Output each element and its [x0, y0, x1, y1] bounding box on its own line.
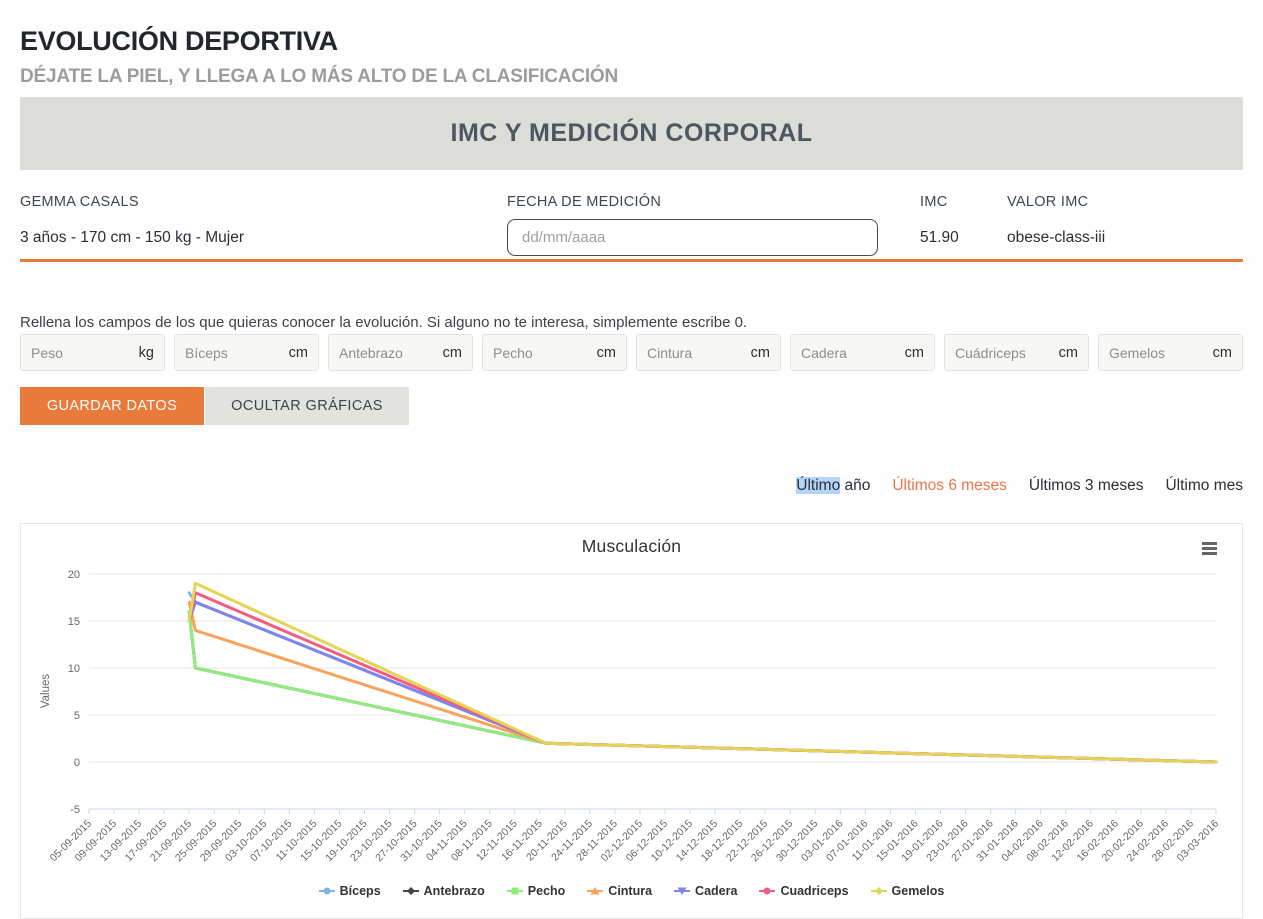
page-title: EVOLUCIÓN DEPORTIVA	[20, 26, 338, 57]
legend-label: Cadera	[695, 884, 738, 898]
square-marker-icon	[506, 887, 523, 895]
valor-imc-value: obese-class-iii	[1007, 229, 1106, 246]
legend-item-bíceps[interactable]: Bíceps	[318, 884, 381, 898]
y-axis-title: Values	[40, 674, 52, 709]
field-gemelos: cm	[1098, 334, 1243, 371]
field-unit-label: cm	[750, 344, 770, 361]
field-cuádriceps: cm	[944, 334, 1089, 371]
filter-ultimos-6-meses[interactable]: Últimos 6 meses	[892, 477, 1007, 494]
y-axis-tick-label: 10	[68, 663, 80, 675]
field-cintura: cm	[636, 334, 781, 371]
series-line-gemelos	[187, 581, 1218, 764]
valor-imc-label: VALOR IMC	[1007, 194, 1089, 210]
filter-ultimos-3-meses[interactable]: Últimos 3 meses	[1028, 477, 1144, 494]
instructions-text: Rellena los campos de los que quieras co…	[20, 314, 748, 331]
legend-label: Gemelos	[891, 884, 945, 898]
y-axis-tick-label: 5	[74, 710, 80, 722]
field-unit-label: cm	[288, 344, 308, 361]
field-pecho: cm	[482, 334, 627, 371]
legend-item-cadera[interactable]: Cadera	[674, 884, 737, 898]
field-antebrazo: cm	[328, 334, 473, 371]
diamond-marker-icon	[870, 887, 887, 895]
hamburger-icon[interactable]	[1202, 542, 1218, 557]
field-input-bíceps[interactable]	[185, 344, 285, 361]
chart-title: Musculación	[581, 536, 682, 556]
circle-marker-icon	[759, 887, 776, 895]
triangle-marker-icon	[587, 887, 604, 895]
time-range-filters: Último año Últimos 6 meses Últimos 3 meses…	[796, 477, 1243, 495]
legend-item-gemelos[interactable]: Gemelos	[870, 884, 945, 898]
measurement-date-input[interactable]	[507, 219, 878, 256]
series-line-pecho	[187, 610, 1218, 764]
user-summary: 3 años - 170 cm - 150 kg - Mujer	[20, 229, 244, 246]
filter-ultimo-ano[interactable]: Último año	[796, 477, 871, 494]
field-input-cuádriceps[interactable]	[955, 344, 1055, 361]
field-peso: kg	[20, 334, 165, 371]
chart-card: Musculación -5 0 5 10 15 20 Values 05-09-2015 09…	[20, 523, 1243, 919]
field-unit-label: cm	[442, 344, 462, 361]
measurement-date-label: FECHA DE MEDICIÓN	[507, 194, 662, 210]
legend-label: Cuadriceps	[780, 884, 849, 898]
series-line-cadera	[187, 600, 1218, 764]
legend-label: Pecho	[527, 884, 566, 898]
field-input-pecho[interactable]	[493, 344, 593, 361]
chart-legend: Bíceps Antebrazo Pecho Cintura Cadera Cuadric…	[21, 884, 1242, 898]
field-input-peso[interactable]	[31, 344, 135, 361]
section-banner-title: IMC Y MEDICIÓN CORPORAL	[450, 119, 813, 147]
legend-item-antebrazo[interactable]: Antebrazo	[402, 884, 485, 898]
field-unit-label: kg	[138, 344, 154, 361]
user-name-label: GEMMA CASALS	[20, 194, 139, 210]
field-input-antebrazo[interactable]	[339, 344, 439, 361]
legend-label: Cintura	[608, 884, 653, 898]
save-data-button[interactable]: GUARDAR DATOS	[20, 387, 204, 425]
legend-item-cuadriceps[interactable]: Cuadriceps	[759, 884, 849, 898]
field-input-cadera[interactable]	[801, 344, 901, 361]
circle-marker-icon	[318, 887, 335, 895]
measurement-fields-row: kg cm cm cm cm cm cm cm	[20, 334, 1243, 371]
line-chart: -505101520Values05-09-201509-09-201513-0…	[40, 569, 1221, 864]
field-unit-label: cm	[1058, 344, 1078, 361]
imc-value: 51.90	[920, 229, 959, 246]
diamond-marker-icon	[402, 887, 419, 895]
y-axis-tick-label: 0	[74, 757, 80, 769]
orange-divider	[20, 259, 1243, 262]
y-axis-tick-label: -5	[70, 804, 80, 816]
field-bíceps: cm	[174, 334, 319, 371]
actions-row: GUARDAR DATOS OCULTAR GRÁFICAS	[20, 387, 409, 425]
y-axis-tick-label: 20	[68, 569, 80, 581]
page-subtitle: DÉJATE LA PIEL, Y LLEGA A LO MÁS ALTO DE…	[20, 65, 619, 87]
hide-charts-button[interactable]: OCULTAR GRÁFICAS	[205, 387, 409, 425]
legend-label: Bíceps	[339, 884, 381, 898]
legend-item-pecho[interactable]: Pecho	[506, 884, 566, 898]
imc-label: IMC	[920, 194, 948, 210]
field-unit-label: cm	[1212, 344, 1232, 361]
series-line-antebrazo	[187, 610, 1218, 764]
field-unit-label: cm	[904, 344, 924, 361]
y-axis-tick-label: 15	[68, 616, 80, 628]
field-input-cintura[interactable]	[647, 344, 747, 361]
field-unit-label: cm	[596, 344, 616, 361]
field-cadera: cm	[790, 334, 935, 371]
section-banner: IMC Y MEDICIÓN CORPORAL	[20, 97, 1243, 170]
legend-item-cintura[interactable]: Cintura	[587, 884, 652, 898]
filter-ultimo-mes[interactable]: Último mes	[1165, 477, 1243, 494]
legend-label: Antebrazo	[423, 884, 485, 898]
field-input-gemelos[interactable]	[1109, 344, 1209, 361]
series-line-cintura	[187, 600, 1218, 764]
triangle-down-marker-icon	[674, 887, 691, 895]
